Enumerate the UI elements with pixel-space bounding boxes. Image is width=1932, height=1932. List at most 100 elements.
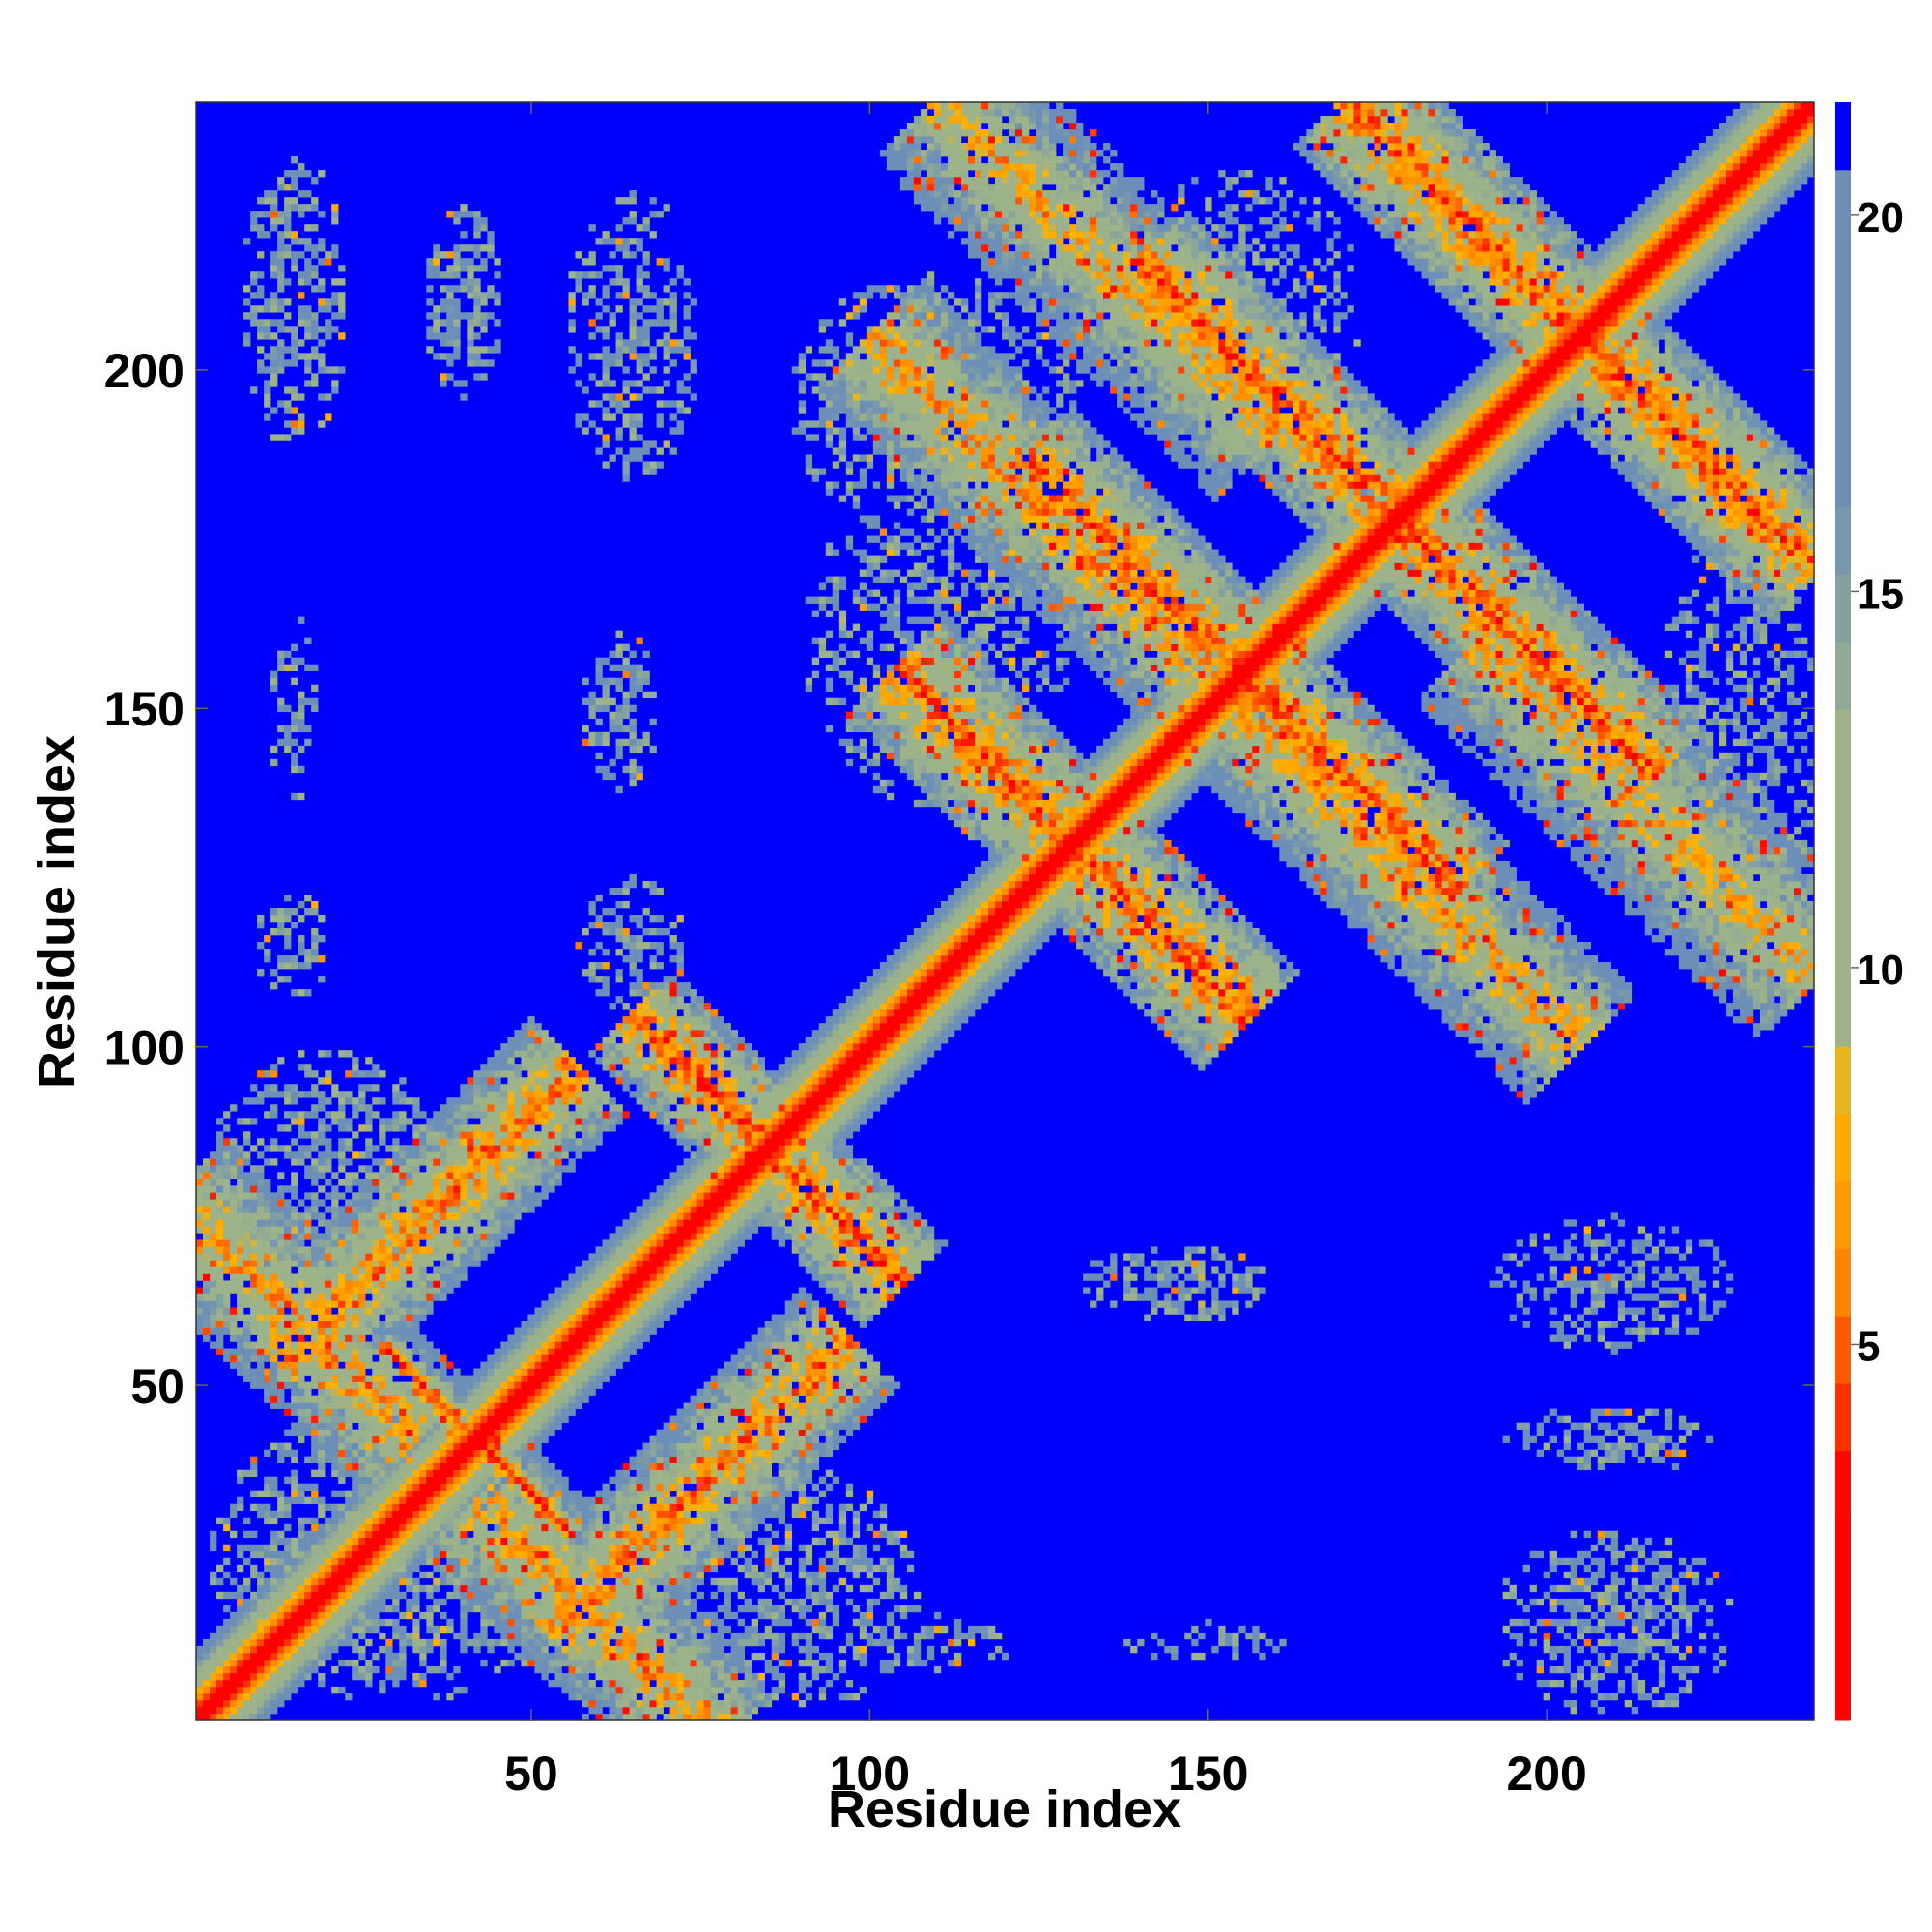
heatmap-cell [419, 1496, 427, 1505]
heatmap-cell [311, 326, 319, 333]
heatmap-cell [473, 265, 481, 272]
heatmap-cell [609, 1659, 616, 1667]
heatmap-cell [298, 1341, 305, 1349]
heatmap-cell [230, 1665, 238, 1674]
heatmap-cell [412, 1395, 420, 1403]
heatmap-cell [311, 353, 319, 360]
heatmap-cell [264, 1672, 271, 1681]
heatmap-cell [318, 1091, 326, 1098]
heatmap-cell [237, 1591, 244, 1600]
heatmap-cell [345, 1449, 353, 1457]
heatmap-cell [237, 1307, 244, 1315]
heatmap-cell [446, 1463, 454, 1470]
heatmap-cell [338, 1611, 346, 1620]
heatmap-cell [277, 1605, 285, 1613]
heatmap-cell [372, 1212, 380, 1220]
heatmap-cell [568, 1591, 576, 1600]
heatmap-cell [284, 1632, 292, 1640]
heatmap-cell [602, 231, 610, 239]
heatmap-cell [298, 1354, 305, 1362]
heatmap-cell [527, 1550, 535, 1559]
heatmap-cell [426, 1145, 434, 1152]
heatmap-cell [609, 1652, 616, 1661]
heatmap-cell [298, 1659, 305, 1667]
heatmap-cell [521, 1091, 528, 1098]
heatmap-cell [304, 353, 312, 360]
heatmap-cell [277, 285, 285, 293]
heatmap-cell [609, 1030, 616, 1037]
heatmap-cell [304, 244, 312, 252]
heatmap-cell [561, 1097, 569, 1105]
heatmap-cell [575, 1084, 582, 1092]
heatmap-cell [284, 1266, 292, 1274]
heatmap-cell [588, 1544, 596, 1552]
heatmap-cell [291, 1260, 298, 1267]
heatmap-cell [440, 1212, 447, 1220]
heatmap-cell [304, 1618, 312, 1627]
heatmap-cell [467, 332, 474, 340]
heatmap-cell [365, 1233, 373, 1240]
heatmap-cell [507, 1375, 515, 1382]
heatmap-cell [365, 1415, 373, 1423]
heatmap-cell [345, 1659, 353, 1667]
heatmap-cell [595, 1084, 603, 1092]
heatmap-cell [412, 1679, 420, 1688]
heatmap-cell [331, 1226, 339, 1234]
heatmap-cell [223, 1253, 231, 1261]
heatmap-cell [318, 1564, 326, 1573]
heatmap-cell [615, 1050, 623, 1058]
heatmap-cell [412, 1314, 420, 1321]
heatmap-cell [514, 1348, 522, 1355]
heatmap-cell [588, 1287, 596, 1294]
heatmap-cell [223, 1219, 231, 1227]
heatmap-cell [453, 1212, 461, 1220]
heatmap-cell [250, 1246, 258, 1254]
heatmap-cell [433, 1293, 440, 1301]
heatmap-cell [460, 1388, 468, 1396]
heatmap-cell [446, 1456, 454, 1463]
heatmap-cell [358, 1212, 366, 1220]
heatmap-cell [331, 1239, 339, 1247]
heatmap-cell [460, 1490, 468, 1498]
heatmap-cell [385, 1665, 393, 1674]
heatmap-cell [311, 935, 319, 943]
heatmap-cell [392, 1564, 400, 1573]
heatmap-cell [595, 657, 603, 665]
heatmap-cell [304, 1314, 312, 1321]
heatmap-cell [298, 697, 305, 706]
heatmap-cell [609, 922, 616, 929]
heatmap-cell [575, 1307, 582, 1315]
heatmap-cell [291, 1253, 298, 1261]
heatmap-cell [507, 1334, 515, 1342]
heatmap-cell [298, 238, 305, 245]
heatmap-cell [433, 326, 440, 333]
heatmap-cell [372, 1544, 380, 1552]
heatmap-cell [595, 1118, 603, 1125]
heatmap-cell [291, 1645, 298, 1654]
heatmap-cell [419, 1131, 427, 1139]
heatmap-cell [406, 1435, 413, 1443]
heatmap-cell [399, 1463, 407, 1470]
heatmap-cell [406, 1557, 413, 1566]
heatmap-cell [284, 1598, 292, 1606]
heatmap-cell [507, 1476, 515, 1485]
heatmap-cell [514, 1084, 522, 1092]
heatmap-cell [223, 1226, 231, 1234]
heatmap-cell [440, 1381, 447, 1389]
heatmap-cell [419, 1381, 427, 1389]
heatmap-cell [561, 1165, 569, 1173]
heatmap-cell [615, 1530, 623, 1539]
heatmap-cell [595, 1605, 603, 1613]
heatmap-cell [250, 1605, 258, 1613]
heatmap-cell [257, 1503, 265, 1512]
heatmap-cell [527, 1496, 535, 1505]
heatmap-cell [615, 1503, 623, 1512]
heatmap-cell [500, 1571, 508, 1579]
heatmap-cell [433, 1598, 440, 1606]
heatmap-cell [426, 1185, 434, 1193]
heatmap-cell [419, 1490, 427, 1498]
heatmap-cell [473, 1239, 481, 1247]
heatmap-cell [311, 265, 319, 272]
heatmap-cell [291, 1388, 298, 1396]
heatmap-cell [385, 1490, 393, 1498]
